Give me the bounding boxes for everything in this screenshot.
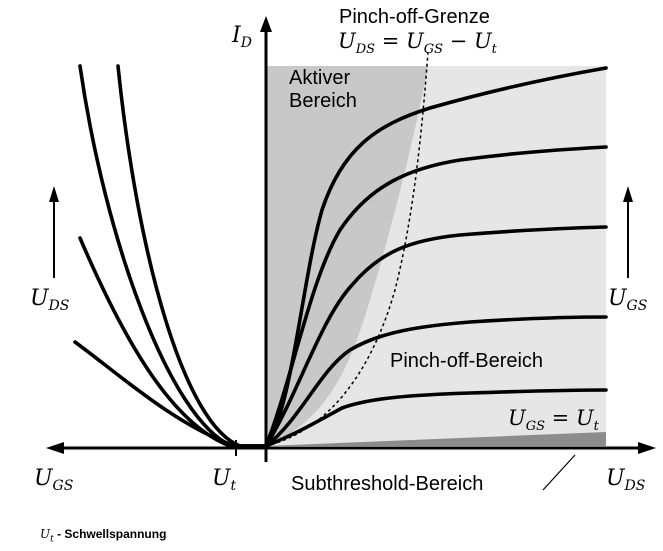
arrow-up-icon — [623, 186, 633, 202]
pinchoff-boundary-line — [265, 51, 429, 447]
output-curve-3 — [264, 225, 608, 448]
ugs-axis-label: UGS — [34, 466, 73, 494]
transfer-curve-4 — [73, 340, 268, 448]
legend-text: - Schwellspannung — [53, 527, 167, 541]
arrow-up-icon — [260, 16, 272, 32]
id-axis-label: ID — [231, 23, 252, 51]
subthreshold-leader-line — [542, 454, 576, 491]
subthreshold-region-label: Subthreshold-Bereich — [291, 473, 483, 495]
uds-axis-label: UDS — [606, 466, 645, 494]
ut-axis-label: Ut — [212, 466, 237, 494]
output-curve-2 — [264, 145, 608, 448]
arrow-up-icon — [49, 186, 59, 202]
legend-footnote: Ut - Schwellspannung — [40, 527, 166, 544]
transfer-curve-1 — [78, 64, 268, 448]
arrow-right-icon — [638, 442, 656, 454]
uds-side-label: UDS — [30, 286, 69, 314]
output-curve-4 — [264, 315, 608, 448]
arrow-left-icon — [46, 442, 64, 454]
transfer-curve-2 — [116, 64, 268, 448]
active-region-label-line2: Bereich — [289, 90, 357, 112]
threshold-equation: UGS = Ut — [508, 406, 600, 434]
output-curve-5 — [264, 388, 608, 448]
ugs-side-label: UGS — [608, 286, 647, 314]
pinchoff-boundary-title: Pinch-off-Grenze — [339, 6, 490, 28]
active-region-label-line1: Aktiver — [289, 67, 350, 89]
legend-symbol: Ut — [40, 527, 54, 545]
subthreshold-wedge — [266, 432, 606, 446]
pinchoff-boundary-equation: UDS = UGS − Ut — [338, 29, 498, 57]
pinchoff-region-label: Pinch-off-Bereich — [390, 350, 543, 372]
active-region-shading — [266, 66, 428, 446]
